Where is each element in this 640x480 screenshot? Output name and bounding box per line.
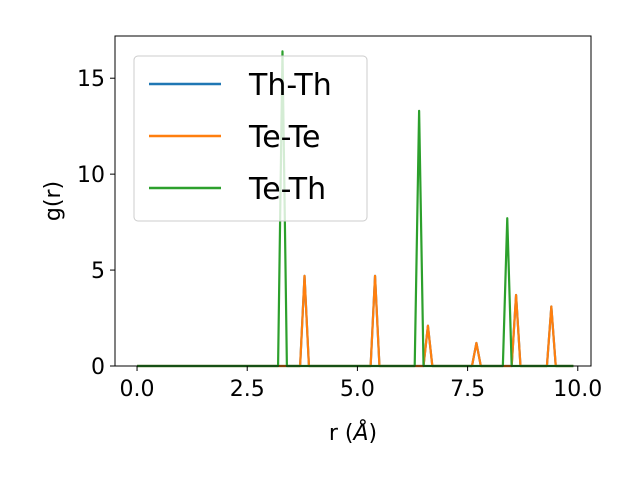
x-tick-label: 5.0: [340, 377, 375, 402]
legend-box: [133, 55, 368, 222]
y-tick-label: 15: [77, 67, 105, 92]
x-axis-label-close: ): [369, 421, 378, 446]
x-tick-label: 0.0: [120, 377, 155, 402]
x-tick-label: 7.5: [450, 377, 485, 402]
legend-entries: Th-Th Te-Te Te-Th: [149, 68, 332, 207]
legend-label-te-te: Te-Te: [248, 120, 320, 155]
y-axis-ticks: 0 5 10 15: [77, 67, 115, 380]
x-axis-label-unit: Å: [351, 419, 368, 446]
y-tick-label: 0: [91, 355, 105, 380]
y-tick-label: 10: [77, 163, 105, 188]
y-tick-label: 5: [91, 259, 105, 284]
plot-frame: [114, 35, 592, 367]
x-axis-ticks: 0.0 2.5 5.0 7.5 10.0: [120, 366, 602, 402]
x-tick-label: 2.5: [230, 377, 265, 402]
legend-label-te-th: Te-Th: [248, 172, 326, 207]
y-axis-label: g(r): [41, 181, 66, 221]
x-axis-label: r (Å): [329, 419, 377, 446]
x-tick-label: 10.0: [553, 377, 602, 402]
x-axis-label-text: r (: [329, 421, 354, 446]
legend-label-th-th: Th-Th: [248, 68, 332, 103]
legend: Th-Th Te-Te Te-Th: [133, 55, 368, 222]
